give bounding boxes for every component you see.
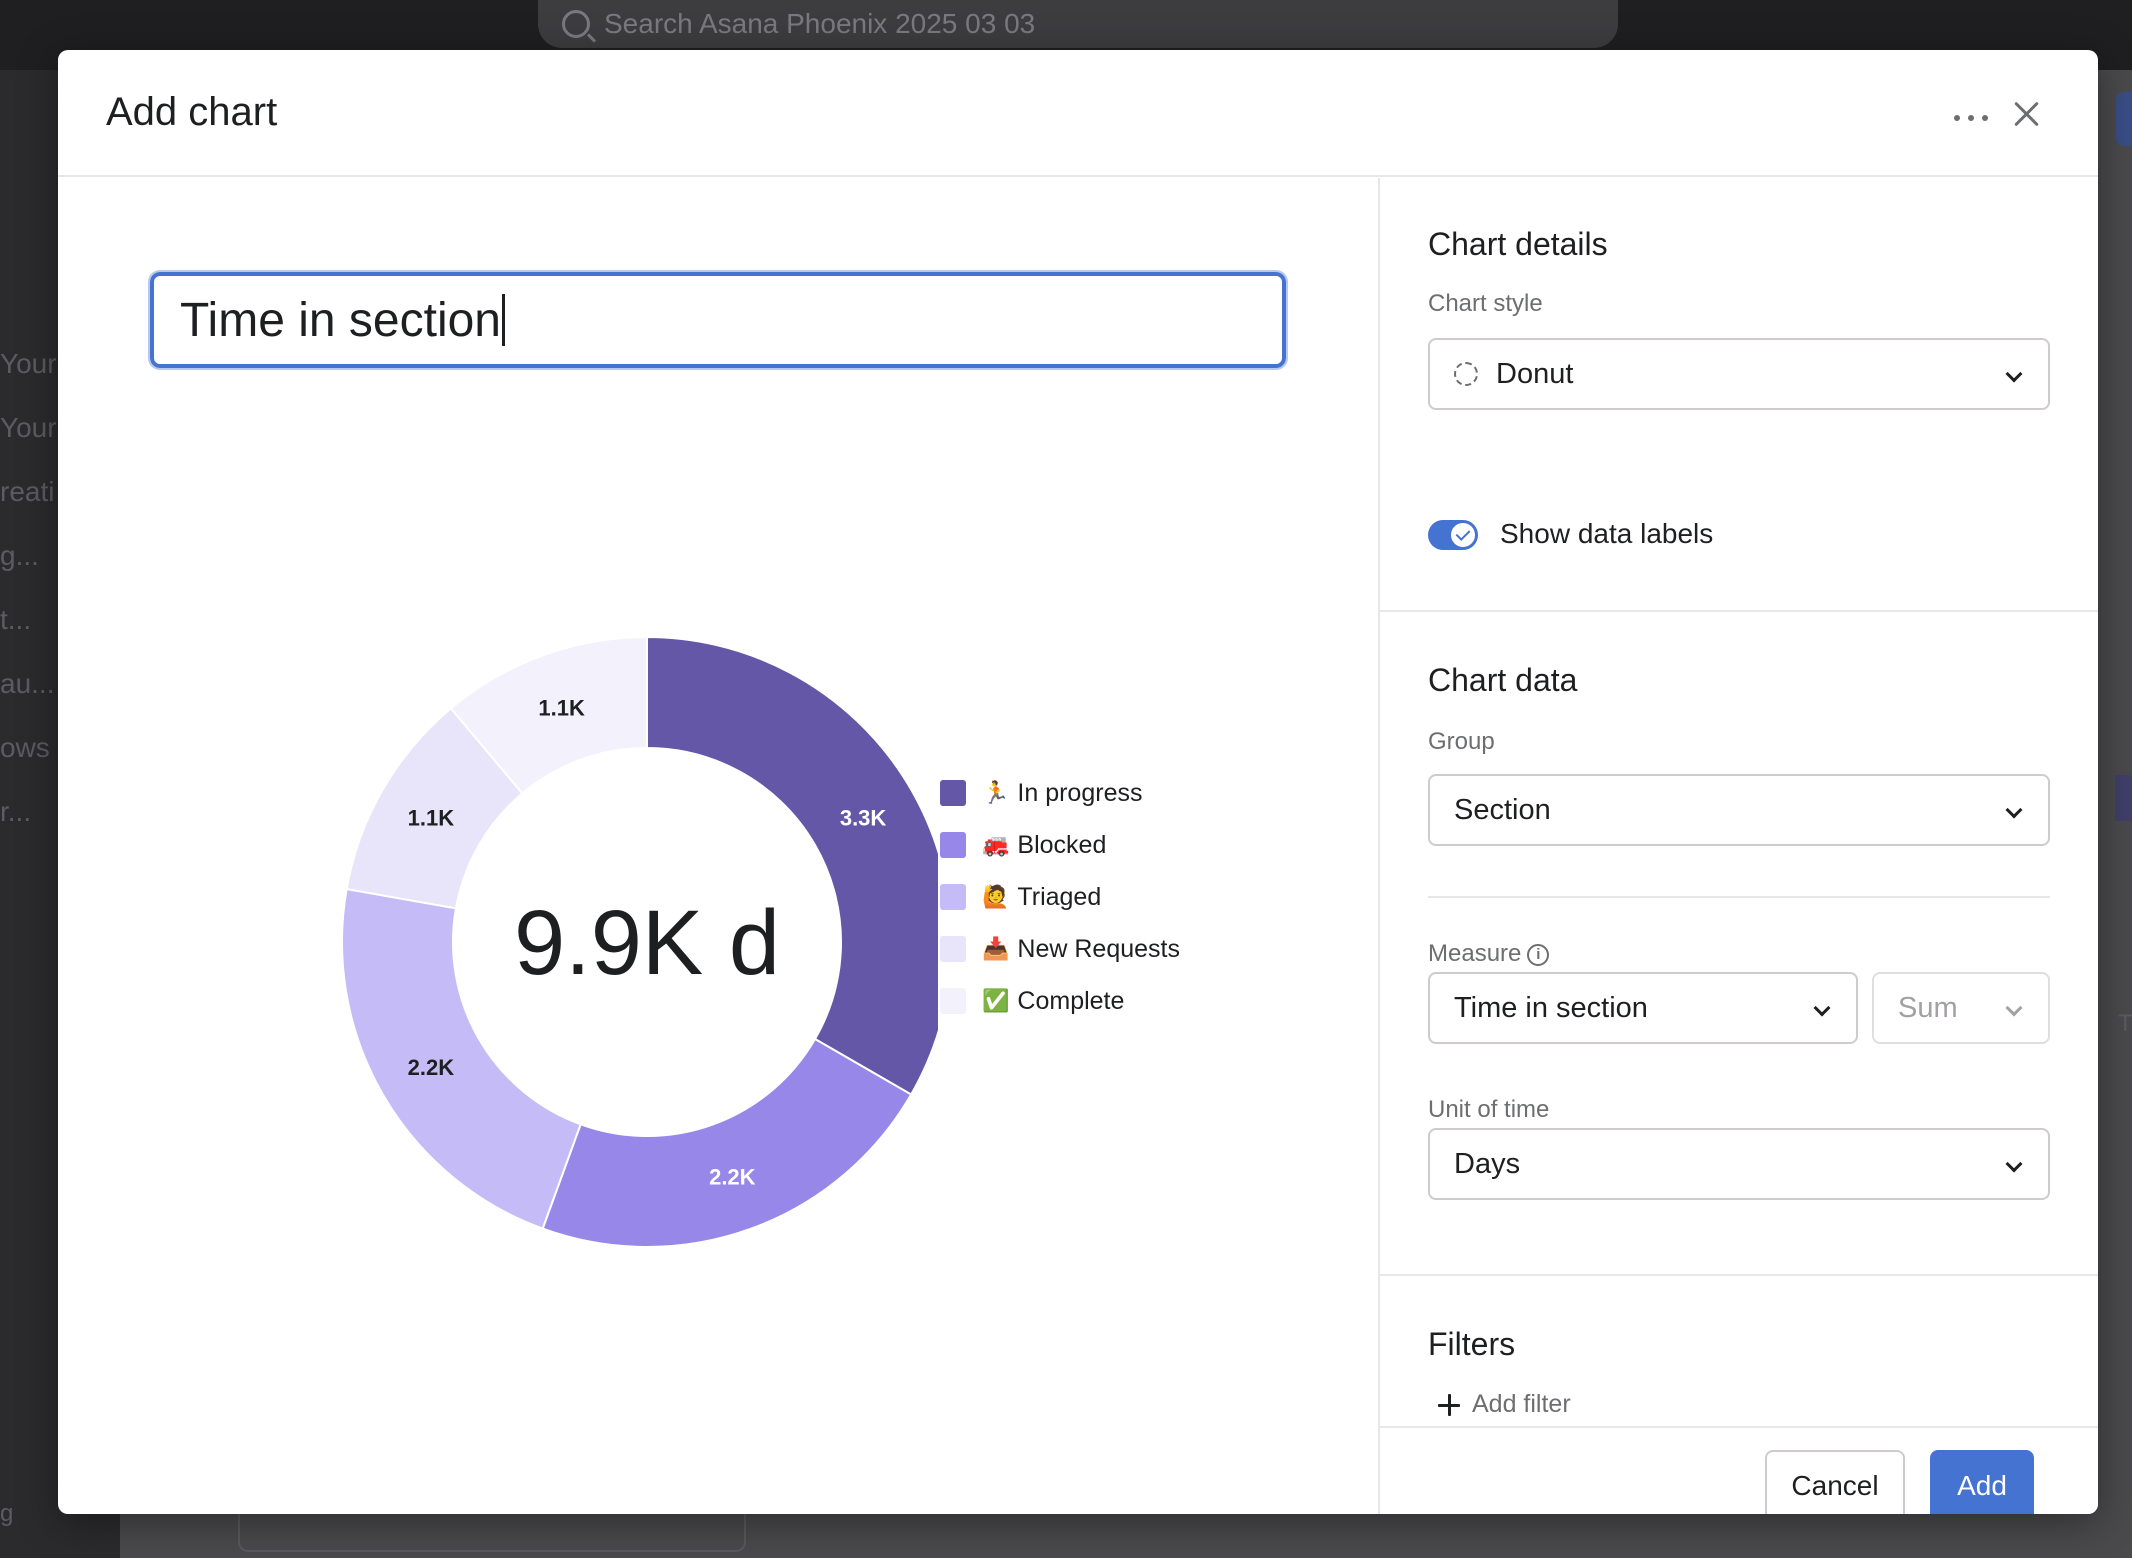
legend-label: Blocked bbox=[1017, 830, 1107, 859]
legend-emoji-icon: 🚒 bbox=[982, 832, 1010, 857]
chart-title-value: Time in section bbox=[180, 293, 501, 347]
legend-swatch bbox=[940, 780, 966, 806]
chevron-down-icon bbox=[2005, 801, 2023, 819]
check-icon bbox=[1451, 523, 1475, 547]
data-label: 2.2K bbox=[408, 1055, 455, 1080]
dot bbox=[1968, 115, 1974, 121]
global-search[interactable]: Search Asana Phoenix 2025 03 03 bbox=[538, 0, 1618, 48]
more-options-icon[interactable] bbox=[1948, 106, 1994, 130]
dialog-title: Add chart bbox=[106, 90, 278, 134]
measure-value: Time in section bbox=[1454, 991, 1648, 1024]
chart-style-select[interactable]: Donut bbox=[1428, 338, 2050, 410]
sidebar-item: reati bbox=[0, 476, 55, 507]
search-placeholder: Search Asana Phoenix 2025 03 03 bbox=[604, 8, 1036, 39]
unit-of-time-select[interactable]: Days bbox=[1428, 1128, 2050, 1200]
unit-of-time-value: Days bbox=[1454, 1147, 1521, 1180]
group-value: Section bbox=[1454, 793, 1551, 826]
aggregate-value: Sum bbox=[1898, 991, 1958, 1024]
chevron-down-icon bbox=[2005, 1155, 2023, 1173]
filters-title: Filters bbox=[1428, 1326, 1516, 1362]
legend-emoji-icon: 🙋 bbox=[982, 884, 1010, 909]
group-select[interactable]: Section bbox=[1428, 774, 2050, 846]
background-button bbox=[2116, 92, 2132, 146]
dialog-header: Add chart bbox=[58, 50, 2098, 177]
background-highlight bbox=[2115, 775, 2132, 821]
legend-label: In progress bbox=[1017, 778, 1143, 807]
chart-settings-panel: Chart details Chart style Donut Show dat… bbox=[1378, 178, 2098, 1514]
data-label: 2.2K bbox=[709, 1164, 756, 1189]
background-card bbox=[238, 1512, 746, 1552]
legend-swatch bbox=[940, 832, 966, 858]
donut-slice-blocked[interactable] bbox=[541, 1037, 913, 1248]
sidebar-item: t... bbox=[0, 604, 32, 635]
measure-select[interactable]: Time in section bbox=[1428, 972, 1858, 1044]
sidebar-items: Your 2 Your reati g... t... au... ows r... bbox=[0, 332, 60, 844]
legend-item[interactable]: 🙋 Triaged bbox=[940, 871, 1180, 923]
donut-chart: 3.3K 2.2K 2.2K 1.1K 1.1K 9.9K d bbox=[278, 578, 1278, 1258]
donut-slice-triaged[interactable] bbox=[341, 887, 582, 1230]
chevron-down-icon bbox=[2005, 999, 2023, 1017]
add-button[interactable]: Add bbox=[1930, 1450, 2034, 1514]
add-filter-button[interactable]: Add filter bbox=[1438, 1390, 1571, 1419]
sidebar-item: g... bbox=[0, 540, 39, 571]
chart-title-input[interactable]: Time in section bbox=[148, 270, 1288, 370]
sidebar-item: Your 2 bbox=[0, 348, 60, 379]
donut-icon bbox=[1454, 362, 1478, 386]
sidebar-item: r... bbox=[0, 796, 32, 827]
add-filter-label: Add filter bbox=[1472, 1390, 1571, 1418]
unit-of-time-label: Unit of time bbox=[1428, 1096, 1550, 1123]
chart-style-value: Donut bbox=[1496, 357, 1574, 390]
field-divider bbox=[1428, 896, 2050, 898]
aggregate-select: Sum bbox=[1872, 972, 2050, 1044]
sidebar-item: ows bbox=[0, 732, 50, 763]
legend-swatch bbox=[940, 936, 966, 962]
legend-emoji-icon: 🏃 bbox=[982, 780, 1010, 805]
chart-legend: 🏃 In progress 🚒 Blocked 🙋 Triaged 📥 New Request… bbox=[940, 767, 1180, 1027]
sidebar-item: Your bbox=[0, 412, 57, 443]
section-divider bbox=[1380, 610, 2098, 612]
measure-label: Measure i bbox=[1428, 940, 1550, 968]
sidebar-item: au... bbox=[0, 668, 55, 699]
donut-chart-svg: 3.3K 2.2K 2.2K 1.1K 1.1K 9.9K d bbox=[341, 635, 938, 1248]
donut-slice-complete[interactable] bbox=[449, 635, 648, 795]
group-label: Group bbox=[1428, 728, 1495, 755]
legend-label: New Requests bbox=[1017, 934, 1180, 963]
legend-item[interactable]: ✅ Complete bbox=[940, 975, 1180, 1027]
legend-swatch bbox=[940, 988, 966, 1014]
data-label: 1.1K bbox=[538, 696, 585, 721]
legend-item[interactable]: 📥 New Requests bbox=[940, 923, 1180, 975]
legend-label: Triaged bbox=[1017, 882, 1102, 911]
legend-emoji-icon: ✅ bbox=[982, 988, 1010, 1013]
data-label: 1.1K bbox=[408, 805, 455, 830]
dot bbox=[1982, 115, 1988, 121]
legend-swatch bbox=[940, 884, 966, 910]
data-label: 3.3K bbox=[840, 805, 887, 830]
close-icon[interactable] bbox=[2006, 94, 2046, 134]
legend-item[interactable]: 🏃 In progress bbox=[940, 767, 1180, 819]
legend-item[interactable]: 🚒 Blocked bbox=[940, 819, 1180, 871]
legend-emoji-icon: 📥 bbox=[982, 936, 1010, 961]
dialog-footer: Cancel Add bbox=[1380, 1426, 2098, 1514]
measure-label-text: Measure bbox=[1428, 940, 1522, 967]
search-icon bbox=[562, 10, 590, 38]
show-data-labels-label[interactable]: Show data labels bbox=[1500, 518, 1714, 549]
info-icon[interactable]: i bbox=[1527, 944, 1550, 966]
cancel-button[interactable]: Cancel bbox=[1765, 1450, 1905, 1514]
section-divider bbox=[1380, 1274, 2098, 1276]
legend-label: Complete bbox=[1017, 986, 1125, 1015]
donut-center-total: 9.9K d bbox=[514, 892, 780, 994]
add-chart-dialog: Add chart Time in section 3.3K 2.2K 2.2K 1.… bbox=[58, 50, 2098, 1514]
plus-icon bbox=[1438, 1393, 1460, 1416]
chevron-down-icon bbox=[2005, 365, 2023, 383]
chart-details-title: Chart details bbox=[1428, 226, 1608, 262]
donut-slice-in-progress[interactable] bbox=[646, 635, 938, 1096]
chart-style-label: Chart style bbox=[1428, 290, 1543, 317]
dot bbox=[1954, 115, 1960, 121]
chart-data-title: Chart data bbox=[1428, 662, 1578, 698]
text-caret bbox=[502, 294, 505, 346]
background-text-bottom: g bbox=[0, 1500, 14, 1527]
show-data-labels-toggle[interactable] bbox=[1428, 520, 1478, 550]
background-text: T bbox=[2118, 1010, 2132, 1037]
chevron-down-icon bbox=[1813, 999, 1831, 1017]
